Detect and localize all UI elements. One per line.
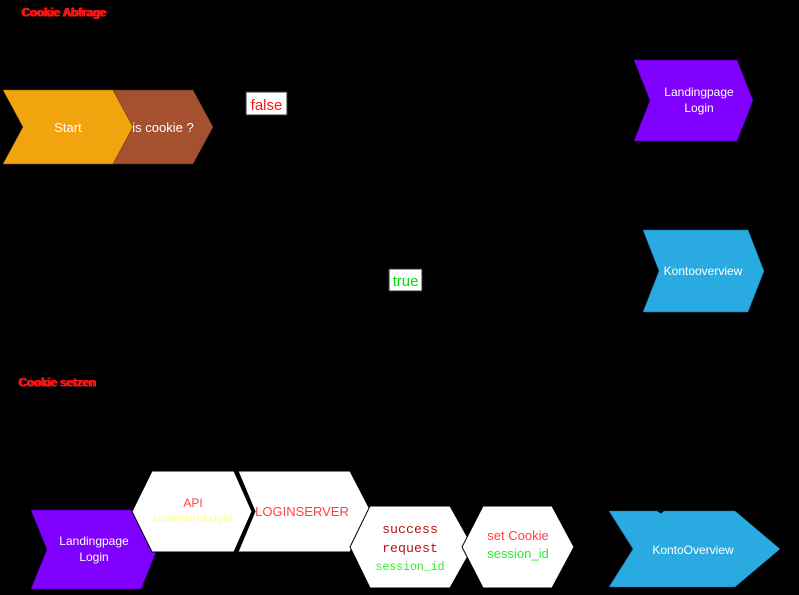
svg-text:session_id: session_id [487,546,548,561]
svg-text:Start: Start [54,120,82,135]
svg-text:API: API [183,496,202,510]
svg-text:Login: Login [79,550,108,564]
svg-text:true: true [393,273,419,290]
svg-text:request: request [382,541,438,556]
svg-text:set Cookie: set Cookie [487,528,548,543]
svg-text:false: false [251,97,283,114]
svg-text:Kontooverview: Kontooverview [664,264,743,278]
svg-text:session_id: session_id [375,561,444,574]
svg-text:Login: Login [684,101,713,115]
svg-text:Cookie setzen: Cookie setzen [18,378,95,390]
svg-text:success: success [382,522,438,537]
svg-text:KontoOverview: KontoOverview [652,543,734,557]
svg-text:Cookie Abfrage: Cookie Abfrage [21,8,106,20]
svg-text:Landingpage: Landingpage [664,85,734,99]
svg-text:unsecureLogin: unsecureLogin [154,511,233,525]
svg-text:Landingpage: Landingpage [59,534,129,548]
svg-text:is cookie ?: is cookie ? [132,120,193,135]
svg-text:LOGINSERVER: LOGINSERVER [255,504,349,519]
